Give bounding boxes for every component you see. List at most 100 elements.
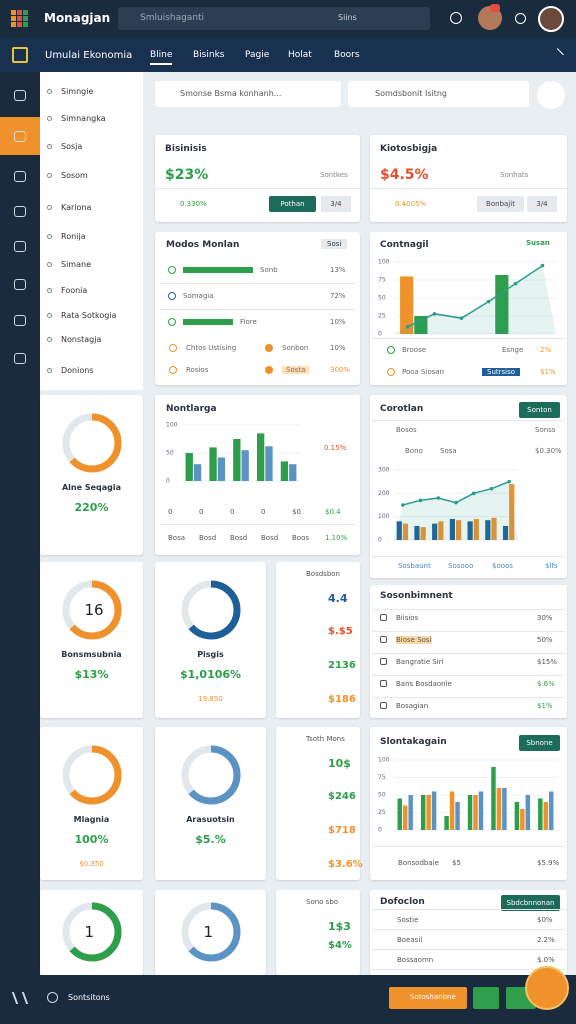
label: Chtos Ustising <box>186 344 237 352</box>
button[interactable]: 3/4 <box>321 196 351 212</box>
menu-dot <box>47 313 52 318</box>
label: 13% <box>330 266 346 274</box>
divider <box>372 609 565 610</box>
menu-item[interactable]: Ronija <box>61 232 86 241</box>
row-icon <box>387 368 395 376</box>
label: Bosdsbon <box>306 570 340 578</box>
logo-cell <box>23 22 28 27</box>
value: $4.5% <box>380 167 429 183</box>
button[interactable]: 3/4 <box>527 196 557 212</box>
tile-title: Alne Seqagia <box>61 483 122 492</box>
menu-item[interactable]: Simane <box>61 260 91 269</box>
button[interactable]: Sonton <box>519 402 560 418</box>
menu-item[interactable]: Foonia <box>61 286 88 295</box>
footer-icon[interactable] <box>47 992 58 1003</box>
button[interactable]: Pothan <box>269 196 316 212</box>
menu-item[interactable]: Rata Sotkogia <box>61 311 117 320</box>
rail-icon[interactable] <box>14 279 26 290</box>
tile-title: Arasuotsin <box>186 815 235 824</box>
menu-item[interactable]: Simngie <box>61 87 94 96</box>
icon-rail <box>0 72 40 975</box>
tile-value: 100% <box>74 833 109 846</box>
chart <box>62 580 121 640</box>
bar <box>397 798 402 830</box>
bar <box>414 316 428 334</box>
bar <box>289 464 297 481</box>
row-icon <box>380 680 387 687</box>
label: Sontsitons <box>68 993 110 1002</box>
bar <box>473 519 479 540</box>
bar <box>217 457 226 481</box>
chart: 0 100 200 300 <box>378 467 518 544</box>
search-input[interactable] <box>155 81 341 107</box>
rail-active <box>0 117 40 155</box>
button[interactable] <box>389 987 467 1009</box>
label: $1% <box>540 368 556 376</box>
bar <box>496 788 502 830</box>
label: $0.30% <box>535 447 562 455</box>
list-value: 10$ <box>328 757 351 770</box>
point <box>507 479 511 484</box>
chart <box>62 745 121 805</box>
menu-item[interactable]: Kariona <box>61 203 92 212</box>
rail-icon[interactable] <box>14 131 26 142</box>
y-tick-label: 100 <box>166 422 178 429</box>
nav-tab[interactable]: Bisinks <box>193 50 225 60</box>
chart <box>62 902 121 962</box>
button[interactable]: Sbdcbnnonan <box>501 895 560 911</box>
button[interactable]: Bonbajit <box>477 196 524 212</box>
fab[interactable] <box>525 966 569 1010</box>
nav-tab[interactable]: Boors <box>334 50 360 60</box>
card <box>276 890 360 975</box>
nav-tab[interactable]: Bline <box>150 50 173 65</box>
avatar[interactable] <box>538 6 564 32</box>
chart <box>181 580 240 640</box>
menu-item[interactable]: Sosom <box>61 171 88 180</box>
rail-icon[interactable] <box>14 206 26 217</box>
label: Sosi <box>321 239 348 249</box>
bar <box>426 795 431 830</box>
bar <box>491 767 496 830</box>
divider <box>372 631 565 632</box>
label: Sontkes <box>320 171 348 179</box>
y-tick-label: 25 <box>378 809 386 816</box>
logo-cell <box>11 10 16 15</box>
divider <box>372 653 565 654</box>
rail-icon[interactable] <box>14 241 26 252</box>
label: 10% <box>330 344 346 352</box>
menu-item[interactable]: Simnangka <box>61 114 106 123</box>
card <box>155 232 360 385</box>
label: Sonb <box>260 266 278 274</box>
button[interactable] <box>473 987 499 1009</box>
bell[interactable] <box>450 12 462 24</box>
label: $5 <box>452 859 461 867</box>
divider <box>160 309 355 310</box>
rail-icon[interactable] <box>14 315 26 326</box>
menu-item[interactable]: Sosja <box>61 142 83 151</box>
button[interactable]: Sbnone <box>519 735 560 751</box>
rail-icon[interactable] <box>14 353 26 364</box>
menu-item[interactable]: Nonstagja <box>61 335 102 344</box>
search-box[interactable] <box>118 7 430 30</box>
menu-item[interactable]: Donions <box>61 366 94 375</box>
round-button[interactable] <box>537 81 565 109</box>
settings[interactable] <box>515 13 526 24</box>
tile-sub: $0.350 <box>79 860 104 868</box>
rail-icon[interactable] <box>14 90 26 101</box>
label: Broose <box>402 346 427 354</box>
label: Sutrsiso <box>482 368 521 376</box>
y-tick-label: 25 <box>378 313 386 320</box>
label: Bosagian <box>396 702 429 710</box>
point <box>405 325 410 329</box>
nav-tab[interactable]: Pagie <box>245 50 270 60</box>
label: 30% <box>537 614 553 622</box>
tile-sub: 19.850 <box>198 695 223 703</box>
logo-cell <box>11 22 16 27</box>
label: 0.330% <box>180 200 207 208</box>
label: Dofoclon <box>380 897 425 907</box>
y-tick-label: 0 <box>378 331 382 338</box>
nav-tab[interactable]: Holat <box>288 50 312 60</box>
rail-icon[interactable] <box>14 171 26 182</box>
card <box>40 562 143 718</box>
search-input[interactable] <box>348 81 529 107</box>
